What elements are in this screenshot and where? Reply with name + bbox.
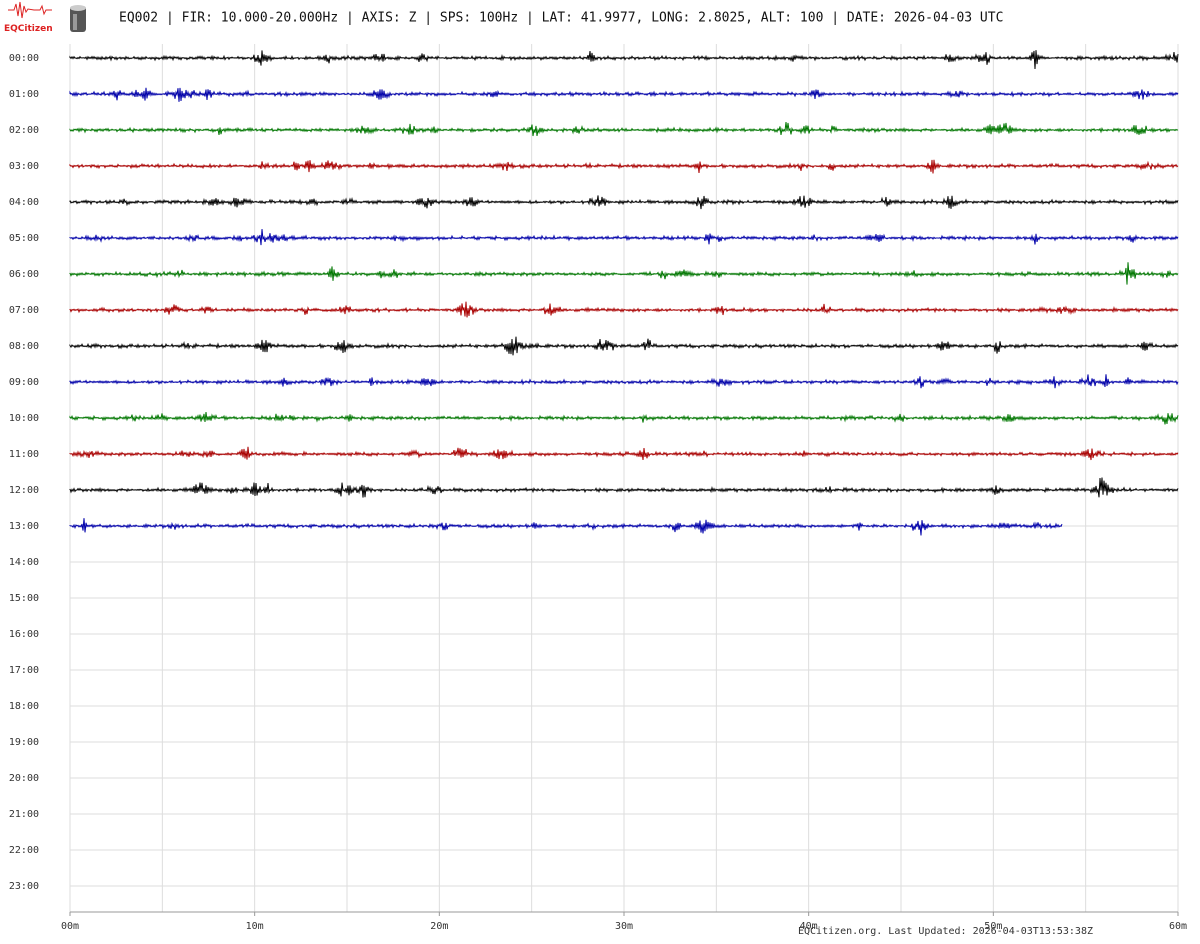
hour-label: 16:00 — [9, 629, 39, 640]
seismic-trace — [69, 411, 1179, 425]
hour-label: 11:00 — [9, 449, 39, 460]
logo: EQCitizen — [4, 1, 86, 34]
hour-label: 03:00 — [9, 161, 39, 172]
hour-label: 21:00 — [9, 809, 39, 820]
minute-label: 60m — [1169, 921, 1187, 932]
hour-label: 06:00 — [9, 269, 39, 280]
hour-label: 15:00 — [9, 593, 39, 604]
hour-label: 12:00 — [9, 485, 39, 496]
hour-label: 23:00 — [9, 881, 39, 892]
hour-label: 08:00 — [9, 341, 39, 352]
hour-label: 19:00 — [9, 737, 39, 748]
seismic-trace — [69, 518, 1063, 536]
sensor-icon-top — [70, 5, 86, 11]
labels: 00:00 01:00 02:00 03:00 04:00 05:00 06:00 07:00… — [9, 53, 1187, 932]
seismic-trace — [69, 159, 1179, 174]
hour-label: 09:00 — [9, 377, 39, 388]
minute-label: 00m — [61, 921, 79, 932]
seismic-trace — [69, 262, 1179, 285]
grid — [69, 44, 1179, 916]
footer: EQCitizen.org. Last Updated: 2026-04-03T… — [798, 926, 1093, 937]
logo-wave — [8, 1, 52, 19]
minute-label: 20m — [430, 921, 448, 932]
traces — [69, 50, 1179, 536]
hour-label: 20:00 — [9, 773, 39, 784]
seismic-trace — [69, 195, 1179, 210]
hour-label: 22:00 — [9, 845, 39, 856]
logo-text: EQCitizen — [4, 24, 53, 34]
seismic-trace — [69, 336, 1179, 356]
hour-label: 00:00 — [9, 53, 39, 64]
hour-label: 18:00 — [9, 701, 39, 712]
hour-label: 01:00 — [9, 89, 39, 100]
seismic-trace — [69, 121, 1179, 137]
sensor-icon-shine — [73, 14, 77, 30]
seismic-trace — [69, 374, 1179, 389]
seismic-trace — [69, 301, 1179, 318]
minute-label: 30m — [615, 921, 633, 932]
minute-label: 10m — [246, 921, 264, 932]
hour-label: 05:00 — [9, 233, 39, 244]
seismic-trace — [69, 87, 1179, 102]
seismic-trace — [69, 229, 1179, 246]
hour-label: 13:00 — [9, 521, 39, 532]
seismic-trace — [69, 50, 1179, 70]
seismic-trace — [69, 446, 1179, 461]
hour-label: 17:00 — [9, 665, 39, 676]
header-title: EQ002 | FIR: 10.000-20.000Hz | AXIS: Z |… — [119, 11, 1003, 26]
hour-label: 04:00 — [9, 197, 39, 208]
hour-label: 14:00 — [9, 557, 39, 568]
hour-label: 07:00 — [9, 305, 39, 316]
minute-label: 40m — [800, 921, 818, 932]
minute-label: 50m — [984, 921, 1002, 932]
seismic-trace — [69, 477, 1179, 498]
hour-label: 02:00 — [9, 125, 39, 136]
hour-label: 10:00 — [9, 413, 39, 424]
